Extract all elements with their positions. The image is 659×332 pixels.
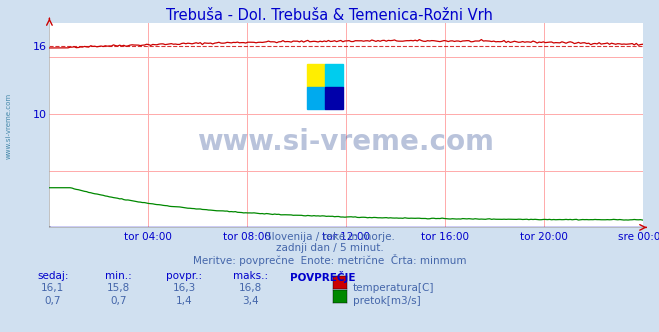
Text: maks.:: maks.:: [233, 271, 268, 281]
Text: povpr.:: povpr.:: [167, 271, 202, 281]
Text: zadnji dan / 5 minut.: zadnji dan / 5 minut.: [275, 243, 384, 253]
Text: POVPREČJE: POVPREČJE: [290, 271, 356, 283]
Text: temperatura[C]: temperatura[C]: [353, 283, 434, 293]
Text: www.si-vreme.com: www.si-vreme.com: [198, 128, 494, 156]
Text: www.si-vreme.com: www.si-vreme.com: [5, 93, 11, 159]
Text: Trebuša - Dol. Trebuša & Temenica-Rožni Vrh: Trebuša - Dol. Trebuša & Temenica-Rožni …: [166, 8, 493, 23]
Text: 1,4: 1,4: [176, 296, 193, 306]
Bar: [308, 87, 326, 109]
Text: 3,4: 3,4: [242, 296, 259, 306]
Text: sedaj:: sedaj:: [37, 271, 69, 281]
Bar: [326, 64, 343, 87]
Text: pretok[m3/s]: pretok[m3/s]: [353, 296, 420, 306]
Bar: [326, 87, 343, 109]
Text: Meritve: povprečne  Enote: metrične  Črta: minmum: Meritve: povprečne Enote: metrične Črta:…: [192, 254, 467, 266]
Text: 16,1: 16,1: [41, 283, 65, 293]
Text: min.:: min.:: [105, 271, 132, 281]
Text: Slovenija / reke in morje.: Slovenija / reke in morje.: [264, 232, 395, 242]
Text: 15,8: 15,8: [107, 283, 130, 293]
Text: 0,7: 0,7: [44, 296, 61, 306]
Text: 0,7: 0,7: [110, 296, 127, 306]
Bar: [308, 64, 326, 87]
Text: 16,8: 16,8: [239, 283, 262, 293]
Text: 16,3: 16,3: [173, 283, 196, 293]
